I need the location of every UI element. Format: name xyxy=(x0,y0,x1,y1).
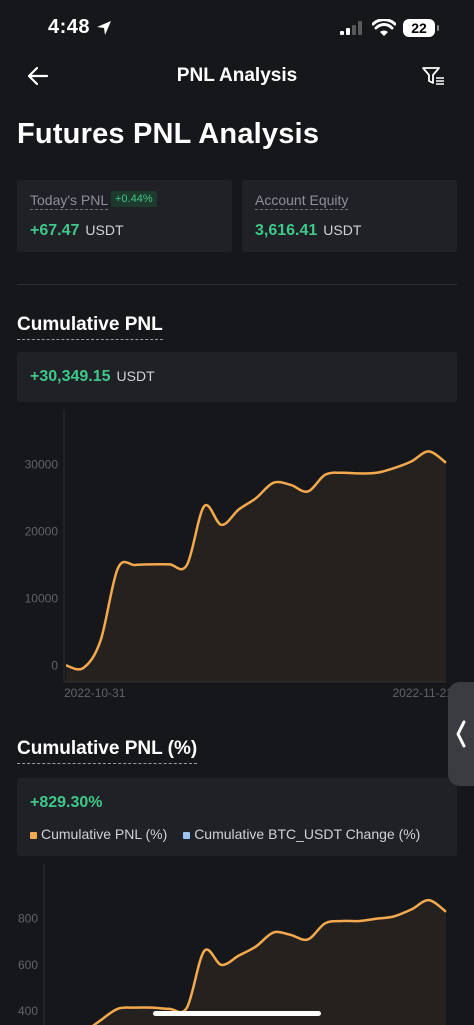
todays-pnl-label[interactable]: Today's PNL xyxy=(30,192,109,210)
y-tick-label: 0 xyxy=(51,658,58,672)
nav-title: PNL Analysis xyxy=(176,65,298,86)
battery-tip xyxy=(437,25,439,31)
x-tick-label: 2022-11-21 xyxy=(392,686,453,700)
page-title: Futures PNL Analysis xyxy=(17,118,320,150)
chevron-left-icon xyxy=(456,720,466,748)
legend-swatch xyxy=(183,831,191,839)
y-tick-label: 800 xyxy=(18,912,38,926)
chart-legend: Cumulative PNL (%) Cumulative BTC_USDT C… xyxy=(30,826,432,842)
cellular-signal-icon xyxy=(340,21,362,35)
cumulative-pnl-box: +30,349.15 USDT xyxy=(17,352,457,402)
account-equity-card: Account Equity 3,616.41 USDT xyxy=(242,180,457,252)
y-tick-label: 600 xyxy=(18,958,38,972)
status-time: 4:48 xyxy=(48,16,91,38)
account-equity-value: 3,616.41 USDT xyxy=(255,222,362,239)
back-arrow-icon[interactable] xyxy=(26,64,50,88)
filter-icon[interactable] xyxy=(420,64,446,88)
location-arrow-icon xyxy=(97,21,111,35)
legend-item-btc-change[interactable]: Cumulative BTC_USDT Change (%) xyxy=(183,826,420,842)
todays-pnl-card: Today's PNL +0.44% +67.47 USDT xyxy=(17,180,232,252)
y-tick-label: 20000 xyxy=(25,525,59,539)
cumulative-pnl-value: +30,349.15 USDT xyxy=(30,368,155,385)
series-area xyxy=(66,451,446,682)
section-divider xyxy=(17,284,457,285)
nav-bar: PNL Analysis xyxy=(0,56,474,96)
home-indicator xyxy=(153,1011,321,1016)
series-area xyxy=(66,900,446,1025)
status-bar: 4:48 22 xyxy=(0,0,474,56)
y-tick-label: 10000 xyxy=(25,591,59,605)
cumulative-pnl-title[interactable]: Cumulative PNL xyxy=(17,314,163,340)
cumulative-pnl-pct-title[interactable]: Cumulative PNL (%) xyxy=(17,738,198,764)
cumulative-pnl-pct-value: +829.30% xyxy=(30,794,103,811)
legend-item-cumulative-pnl[interactable]: Cumulative PNL (%) xyxy=(30,826,167,842)
cumulative-pnl-unit: USDT xyxy=(116,368,155,384)
cumulative-pnl-chart[interactable]: 0 10000 20000 30000 2022-10-31 2022-11-21 xyxy=(0,410,474,700)
side-panel-handle[interactable] xyxy=(448,682,474,786)
x-tick-label: 2022-10-31 xyxy=(64,686,126,700)
y-tick-label: 400 xyxy=(18,1004,38,1018)
todays-pnl-value: +67.47 USDT xyxy=(30,222,124,239)
series-line xyxy=(65,450,447,671)
legend-swatch xyxy=(30,831,37,839)
wifi-icon xyxy=(372,19,396,36)
todays-pnl-badge: +0.44% xyxy=(111,191,157,207)
y-tick-label: 30000 xyxy=(25,458,59,472)
battery-icon: 22 xyxy=(403,19,435,37)
todays-pnl-unit: USDT xyxy=(85,222,124,238)
account-equity-label[interactable]: Account Equity xyxy=(255,192,349,210)
cumulative-pnl-pct-chart[interactable]: 400 600 800 xyxy=(0,864,474,1025)
account-equity-unit: USDT xyxy=(323,222,362,238)
cumulative-pnl-pct-box: +829.30% Cumulative PNL (%) Cumulative B… xyxy=(17,778,457,856)
